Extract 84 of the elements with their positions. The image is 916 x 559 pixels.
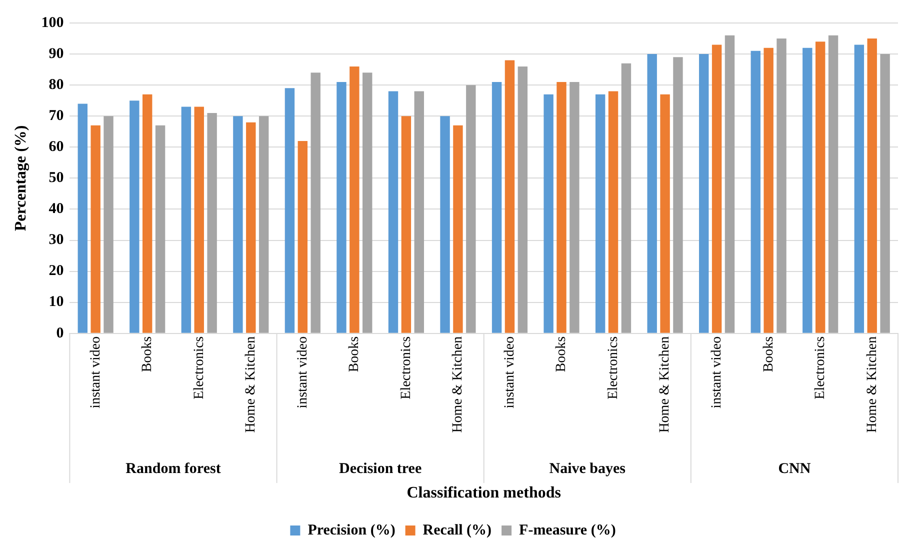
bar (673, 57, 683, 333)
bar (298, 140, 308, 333)
x-tick-label: Books (140, 336, 156, 372)
x-tick-label: instant video (88, 336, 104, 408)
x-tick-label: Books (554, 336, 570, 372)
bar (504, 60, 515, 333)
bar (246, 122, 256, 333)
legend-label: F-measure (%) (519, 522, 616, 538)
bar (466, 85, 476, 333)
bar (608, 91, 618, 333)
bar (815, 42, 826, 333)
bar (712, 44, 722, 333)
x-tick-label: Electronics (192, 336, 207, 400)
bar (544, 94, 554, 333)
bar (724, 35, 735, 333)
legend-label: Precision (%) (308, 522, 396, 538)
bar (440, 116, 450, 333)
bar (518, 66, 528, 333)
bar (194, 106, 204, 333)
bar (350, 66, 360, 333)
y-tick-label: 10 (48, 294, 64, 310)
bar (142, 94, 152, 333)
x-tick-label: Books (761, 336, 776, 372)
y-tick-label: 0 (56, 325, 64, 342)
bar (453, 125, 463, 333)
x-tick-label: instant video (295, 336, 310, 408)
bar (78, 104, 88, 333)
y-axis-title: Percentage (%) (12, 125, 30, 232)
y-tick-label: 50 (48, 170, 64, 186)
x-axis-title: Classification methods (406, 484, 561, 502)
x-tick-label: Home & Kitchen (244, 336, 259, 433)
bar (388, 91, 398, 333)
bar (233, 116, 243, 333)
x-tick-label: Home & Kitchen (864, 336, 880, 433)
x-tick-label: Electronics (606, 336, 621, 400)
legend-label: Recall (%) (422, 522, 492, 538)
y-tick-label: 90 (48, 46, 64, 62)
bar (828, 35, 838, 333)
bar (854, 44, 864, 333)
bar (310, 72, 320, 333)
y-tick-label: 70 (48, 108, 64, 124)
y-tick-label: 60 (48, 139, 64, 156)
x-tick-label: Electronics (398, 336, 414, 400)
x-tick-label: Books (347, 336, 362, 372)
bar (104, 116, 114, 333)
bar (595, 94, 606, 333)
bar (90, 125, 100, 333)
bar (362, 72, 372, 333)
bar (660, 94, 670, 333)
text: Naive bayes (549, 460, 626, 477)
x-tick-label: instant video (502, 336, 518, 408)
x-tick-label: Home & Kitchen (658, 336, 673, 433)
bar (699, 54, 709, 333)
text: Random forest (126, 460, 221, 477)
text: Decision tree (339, 460, 422, 477)
bar (207, 113, 217, 333)
bar (258, 116, 269, 333)
bar (570, 82, 580, 333)
y-tick-label: 100 (41, 14, 64, 31)
bar (155, 125, 166, 333)
bar (647, 54, 657, 333)
y-tick-label: 40 (48, 201, 64, 218)
x-tick-label: Electronics (813, 336, 828, 400)
bar (556, 82, 566, 333)
y-tick-label: 30 (48, 232, 64, 248)
bar (181, 106, 192, 333)
y-tick-label: 20 (48, 263, 64, 280)
bar (880, 54, 890, 333)
bar (130, 100, 140, 333)
bar (764, 48, 774, 333)
bar (336, 82, 346, 333)
text: CNN (778, 460, 811, 477)
bar (492, 82, 502, 333)
x-tick-label: instant video (709, 336, 724, 408)
bar (867, 38, 877, 333)
bar (621, 63, 632, 333)
bar (750, 50, 760, 333)
bar (284, 88, 295, 333)
bar (414, 91, 424, 333)
bar (776, 38, 786, 333)
bar (802, 48, 812, 333)
y-tick-label: 80 (48, 76, 64, 93)
bar (401, 116, 412, 333)
x-tick-label: Home & Kitchen (450, 336, 466, 433)
